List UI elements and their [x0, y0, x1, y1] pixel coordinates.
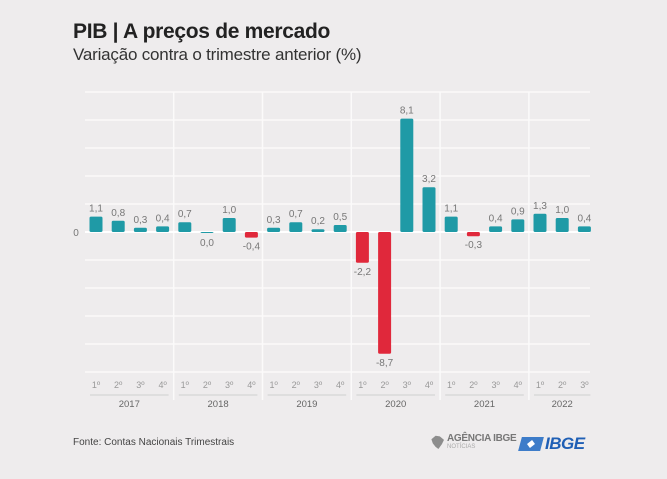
bar-value-label: 0,4 [489, 213, 503, 224]
bar [333, 225, 347, 232]
bar [133, 227, 147, 232]
bar-value-label: 0,7 [178, 209, 192, 220]
bar-value-label: 3,2 [422, 174, 436, 185]
bar [422, 187, 436, 232]
bar-value-label: 0,4 [156, 213, 170, 224]
bar-value-label: 1,0 [555, 205, 569, 216]
bar-value-label: 0,0 [200, 238, 214, 249]
ibge-logo: IBGE [518, 434, 585, 454]
bar [444, 216, 458, 232]
bar-value-label: 0,4 [577, 213, 591, 224]
agencia-logo-subtext: NOTÍCIAS [447, 444, 476, 450]
quarter-tick-label: 1º [181, 380, 190, 390]
bar [355, 232, 369, 263]
year-tick-label: 2022 [552, 399, 573, 410]
year-tick-label: 2018 [208, 399, 229, 410]
bar-value-label: 1,1 [89, 204, 103, 215]
bar [289, 222, 303, 232]
bar-value-label: 8,1 [400, 106, 414, 117]
chart-subtitle: Variação contra o trimestre anterior (%) [73, 45, 362, 64]
year-tick-label: 2017 [119, 399, 140, 410]
quarter-tick-label: 4º [158, 380, 167, 390]
quarter-tick-label: 4º [247, 380, 256, 390]
year-tick-label: 2019 [296, 399, 317, 410]
quarter-tick-label: 4º [514, 380, 523, 390]
bar-value-label: 0,3 [267, 215, 281, 226]
quarter-tick-label: 1º [92, 380, 101, 390]
bar-value-label: -0,3 [465, 240, 483, 251]
quarter-tick-label: 3º [314, 380, 323, 390]
ibge-mark-icon [518, 437, 544, 451]
bar [533, 213, 547, 232]
ibge-logo-text: IBGE [545, 434, 585, 453]
bar-value-label: 1,3 [533, 201, 547, 212]
quarter-tick-label: 2º [469, 380, 478, 390]
bar [111, 220, 125, 232]
quarter-tick-label: 1º [269, 380, 278, 390]
bar [577, 226, 591, 232]
brazil-map-icon [431, 435, 444, 449]
bar-value-label: 1,1 [444, 204, 458, 215]
quarter-tick-label: 2º [114, 380, 123, 390]
quarter-tick-label: 3º [491, 380, 500, 390]
agencia-logo-text: AGÊNCIA IBGE [447, 433, 517, 444]
quarter-tick-label: 2º [203, 380, 212, 390]
bar [466, 232, 480, 237]
bar [511, 219, 525, 232]
bar-value-label: -2,2 [354, 267, 372, 278]
bar-value-label: 0,2 [311, 216, 325, 227]
bar [156, 226, 170, 232]
bar [200, 232, 214, 233]
quarter-tick-label: 3º [136, 380, 145, 390]
y-zero-label: 0 [73, 228, 79, 239]
bar [400, 118, 414, 232]
quarter-tick-label: 2º [292, 380, 301, 390]
quarter-tick-label: 1º [447, 380, 456, 390]
bar [378, 232, 392, 354]
quarter-tick-label: 2º [380, 380, 389, 390]
bar [555, 218, 569, 232]
bar-value-label: 0,8 [111, 208, 125, 219]
bar-value-label: 1,0 [222, 205, 236, 216]
bar-value-label: 0,3 [133, 215, 147, 226]
quarter-tick-label: 1º [358, 380, 367, 390]
year-tick-label: 2021 [474, 399, 495, 410]
bar-value-label: 0,7 [289, 209, 303, 220]
quarter-tick-label: 4º [425, 380, 434, 390]
quarter-tick-label: 2º [558, 380, 567, 390]
bar [89, 216, 103, 232]
agencia-ibge-logo: AGÊNCIA IBGE NOTÍCIAS [430, 433, 517, 450]
quarter-tick-label: 3º [580, 380, 589, 390]
bar-value-label: -0,4 [243, 242, 261, 253]
bar-value-label: 0,5 [333, 212, 347, 223]
quarter-tick-label: 3º [225, 380, 234, 390]
chart-title: PIB | A preços de mercado [73, 20, 331, 43]
bar [222, 218, 236, 232]
quarter-tick-label: 1º [536, 380, 545, 390]
year-tick-label: 2020 [385, 399, 406, 410]
quarter-tick-label: 3º [403, 380, 412, 390]
bar [244, 232, 258, 238]
bar [311, 229, 325, 232]
bar [178, 222, 192, 232]
source-note: Fonte: Contas Nacionais Trimestrais [73, 437, 235, 448]
quarter-tick-label: 4º [336, 380, 345, 390]
bar-value-label: -8,7 [376, 358, 394, 369]
bar-value-label: 0,9 [511, 206, 525, 217]
bar [489, 226, 503, 232]
bar [267, 227, 281, 232]
